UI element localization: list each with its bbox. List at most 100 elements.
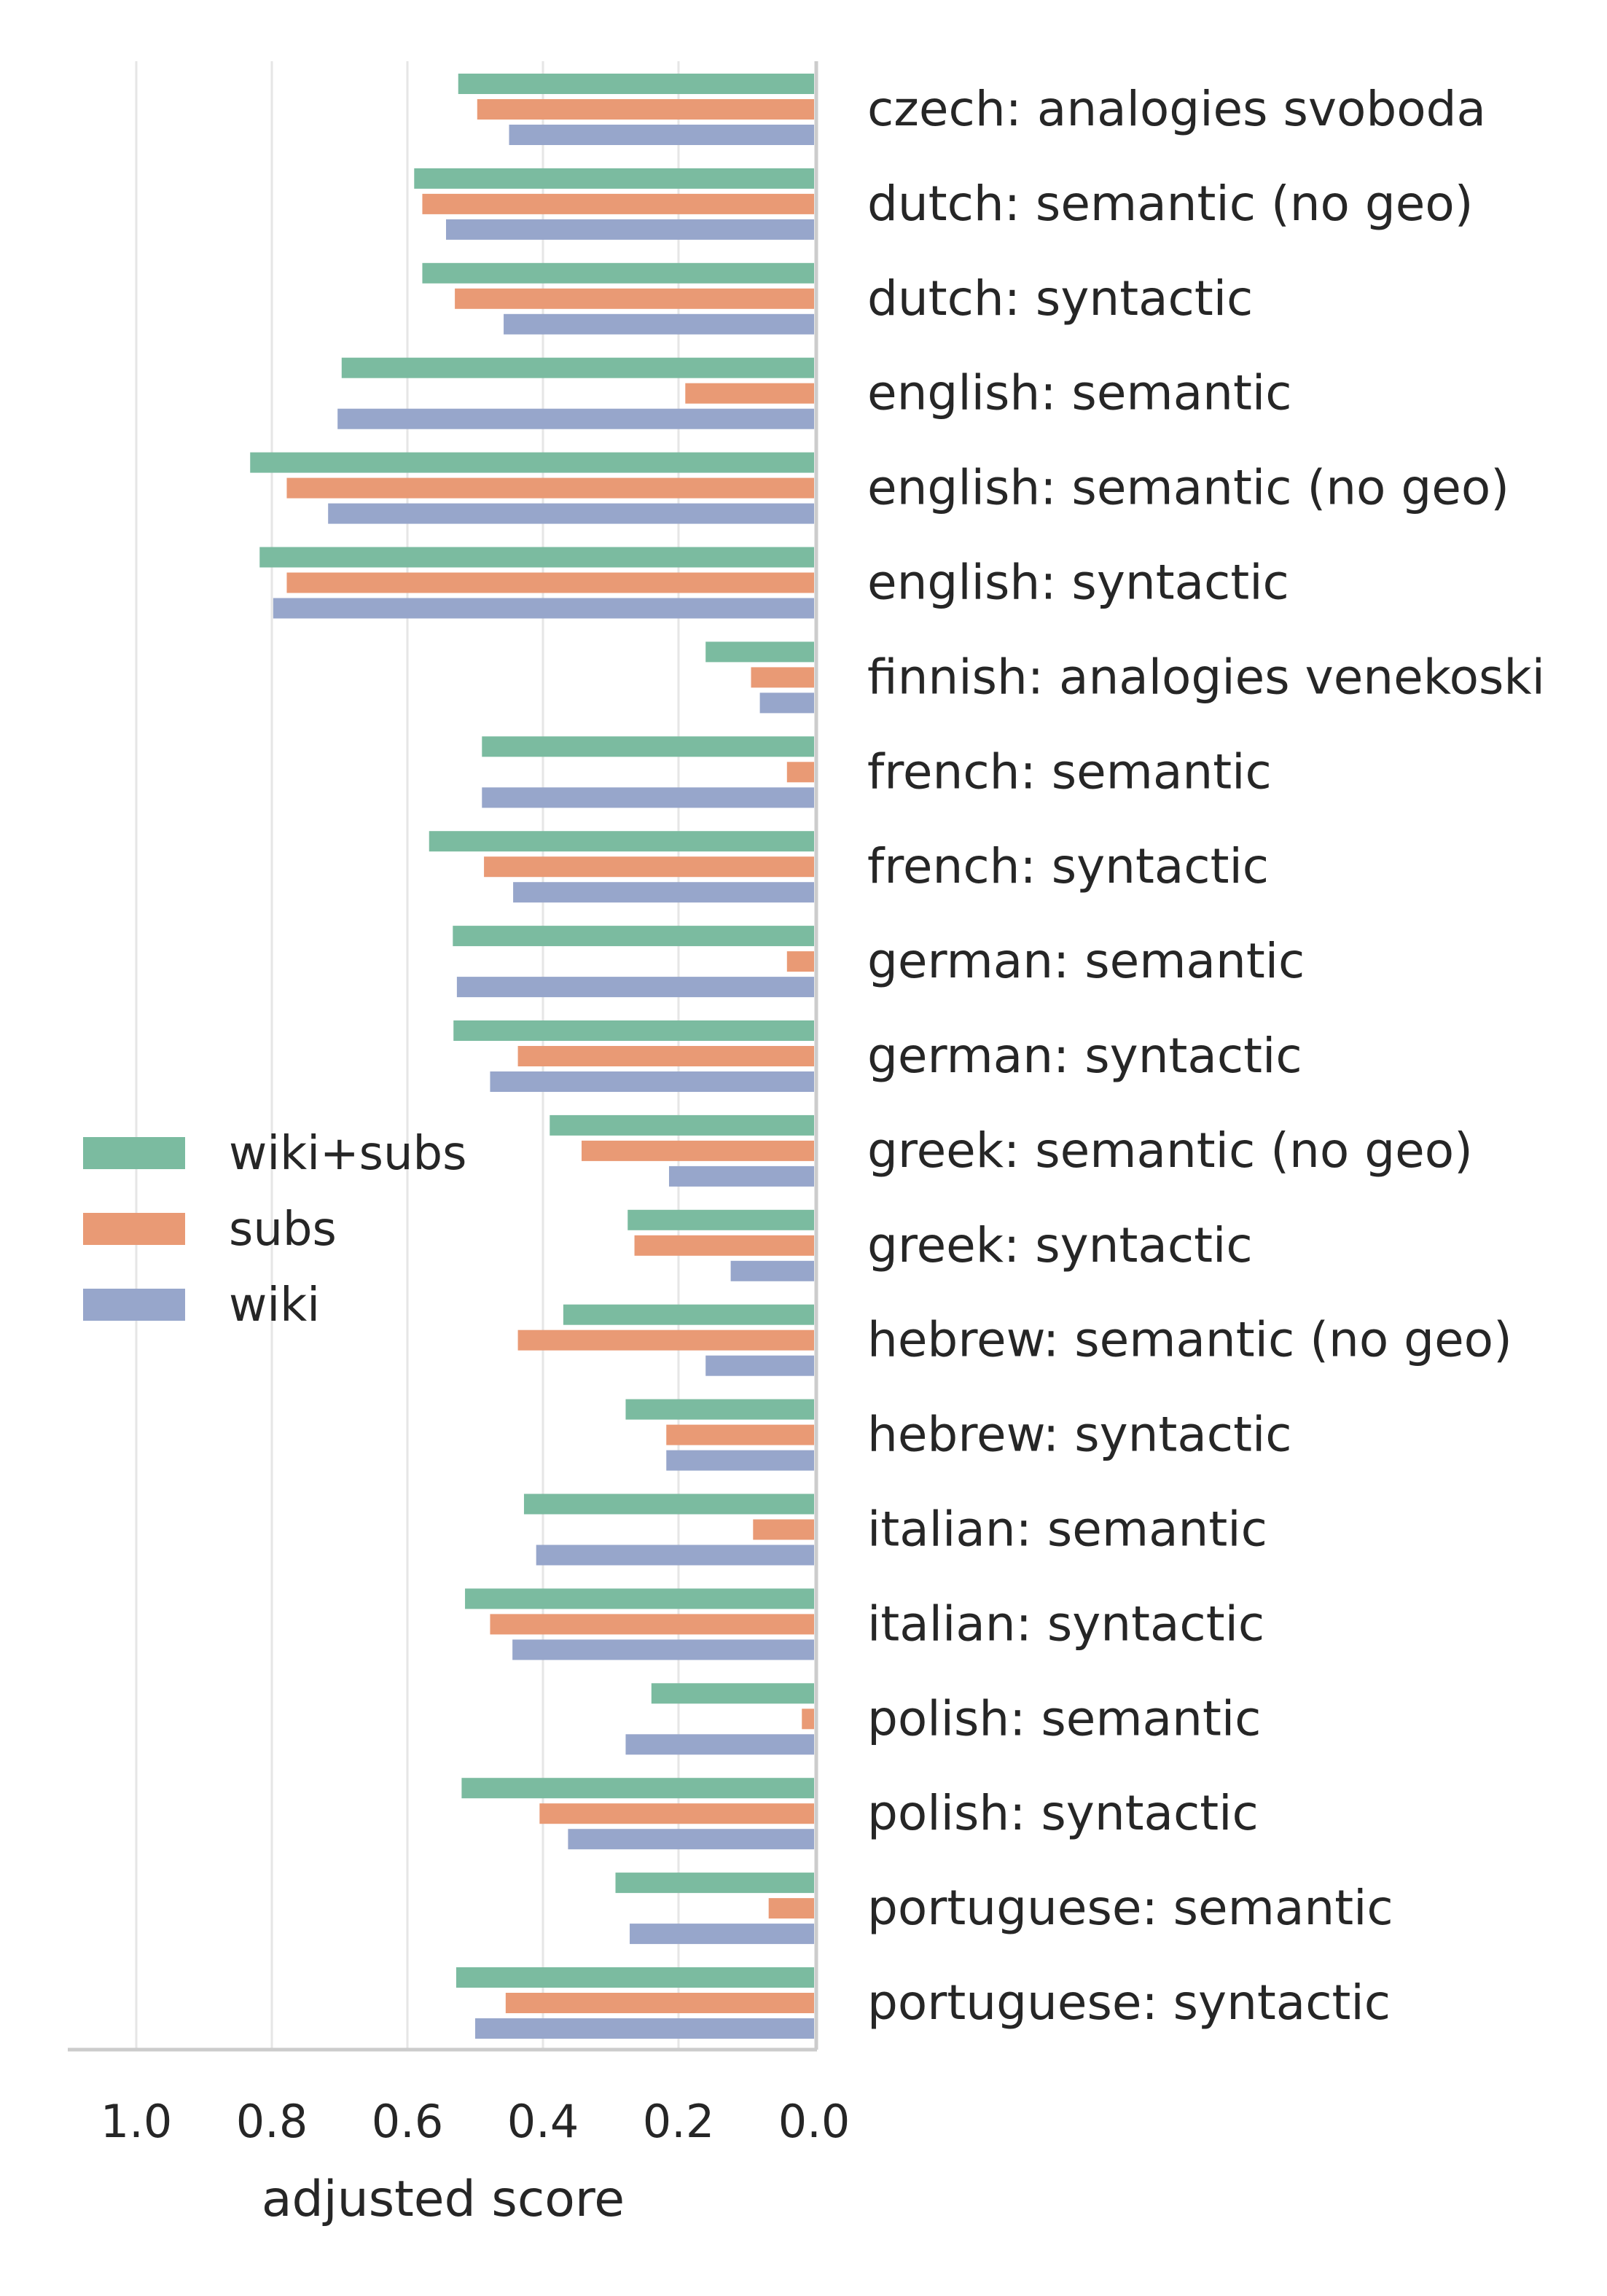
bar-wiki-english-syntactic	[273, 598, 814, 619]
category-label: dutch: semantic (no geo)	[867, 176, 1474, 232]
bar-wiki-portuguese-semantic	[630, 1924, 814, 1945]
legend-swatch-wiki	[83, 1289, 185, 1321]
bar-subs-czech-analogies-svoboda	[477, 99, 814, 120]
bar-wiki-subs-polish-syntactic	[461, 1778, 814, 1799]
bar-subs-finnish-analogies-venekoski	[751, 667, 814, 688]
bar-wiki-english-semantic-no-geo	[328, 503, 814, 524]
bar-subs-german-syntactic	[517, 1046, 814, 1066]
bar-subs-dutch-semantic-no-geo	[422, 193, 814, 214]
legend-label-wiki-subs: wiki+subs	[229, 1127, 466, 1181]
bar-subs-english-semantic	[685, 383, 814, 404]
category-label: czech: analogies svoboda	[867, 81, 1486, 137]
bar-subs-german-semantic	[786, 951, 814, 972]
category-label: french: syntactic	[867, 838, 1269, 894]
x-tick-label: 0.6	[372, 2095, 444, 2148]
bar-wiki-czech-analogies-svoboda	[509, 125, 814, 145]
category-label: english: semantic	[867, 365, 1292, 421]
bar-subs-english-semantic-no-geo	[286, 477, 815, 499]
category-label: italian: semantic	[867, 1502, 1267, 1558]
category-label: english: syntactic	[867, 555, 1289, 611]
category-label: finnish: analogies venekoski	[867, 649, 1545, 705]
bar-wiki-german-syntactic	[490, 1071, 814, 1092]
bar-subs-french-semantic	[786, 762, 814, 783]
bar-subs-dutch-syntactic	[455, 288, 814, 309]
bar-subs-italian-syntactic	[490, 1614, 814, 1635]
bar-wiki-english-semantic	[337, 408, 815, 429]
bar-wiki-italian-semantic	[536, 1545, 814, 1566]
bar-wiki-finnish-analogies-venekoski	[759, 692, 814, 714]
category-label: greek: semantic (no geo)	[867, 1122, 1473, 1179]
bar-wiki-subs-german-semantic	[453, 926, 814, 947]
category-label: english: semantic (no geo)	[867, 460, 1509, 516]
legend-label-subs: subs	[229, 1203, 337, 1257]
bar-wiki-subs-german-syntactic	[453, 1020, 814, 1041]
bar-wiki-subs-hebrew-syntactic	[625, 1399, 814, 1420]
category-label: hebrew: semantic (no geo)	[867, 1312, 1512, 1368]
bar-subs-portuguese-semantic	[768, 1898, 814, 1919]
legend-swatch-subs	[83, 1213, 185, 1245]
category-label: polish: semantic	[867, 1690, 1261, 1746]
legend-swatch-wiki-subs	[83, 1137, 185, 1169]
bar-wiki-greek-syntactic	[730, 1260, 814, 1281]
x-axis-title: adjusted score	[262, 2171, 625, 2228]
x-tick-label: 0.8	[236, 2095, 308, 2148]
bar-wiki-subs-portuguese-syntactic	[455, 1967, 814, 1988]
bar-wiki-subs-hebrew-semantic-no-geo	[563, 1304, 814, 1325]
bar-wiki-german-semantic	[456, 977, 814, 998]
category-label: greek: syntactic	[867, 1217, 1253, 1273]
bar-subs-greek-semantic-no-geo	[582, 1140, 814, 1161]
category-label: german: syntactic	[867, 1028, 1302, 1084]
bar-wiki-subs-finnish-analogies-venekoski	[705, 641, 814, 663]
bar-wiki-subs-greek-syntactic	[627, 1209, 814, 1230]
bars	[250, 74, 815, 2039]
bar-wiki-subs-english-syntactic	[259, 547, 814, 568]
category-labels: czech: analogies svoboda dutch: semantic …	[867, 81, 1545, 2031]
bar-subs-english-syntactic	[286, 572, 815, 593]
category-label: french: semantic	[867, 743, 1272, 800]
bar-subs-portuguese-syntactic	[505, 1993, 814, 2013]
bar-wiki-subs-polish-semantic	[651, 1683, 814, 1704]
bar-wiki-subs-portuguese-semantic	[615, 1873, 814, 1894]
bar-wiki-greek-semantic-no-geo	[668, 1165, 814, 1187]
category-label: portuguese: semantic	[867, 1880, 1393, 1936]
legend-label-wiki: wiki	[229, 1278, 320, 1332]
bar-wiki-hebrew-semantic-no-geo	[705, 1355, 814, 1376]
category-label: dutch: syntactic	[867, 270, 1253, 327]
x-tick-label: 0.0	[778, 2095, 851, 2148]
bar-wiki-subs-dutch-semantic-no-geo	[414, 168, 814, 189]
bar-wiki-polish-semantic	[625, 1734, 814, 1755]
bar-subs-hebrew-semantic-no-geo	[517, 1329, 814, 1351]
bar-wiki-subs-italian-semantic	[523, 1493, 814, 1515]
bar-subs-french-syntactic	[484, 856, 814, 878]
bar-wiki-subs-english-semantic	[341, 357, 814, 378]
bar-wiki-italian-syntactic	[512, 1639, 814, 1660]
bar-wiki-subs-dutch-syntactic	[422, 262, 814, 284]
bar-wiki-subs-english-semantic-no-geo	[250, 452, 814, 473]
bar-subs-hebrew-syntactic	[666, 1424, 814, 1445]
bar-subs-greek-syntactic	[634, 1235, 814, 1256]
bar-wiki-french-syntactic	[513, 882, 814, 903]
bar-wiki-dutch-syntactic	[504, 313, 814, 335]
bar-wiki-subs-czech-analogies-svoboda	[458, 74, 814, 94]
x-tick-label: 0.2	[643, 2095, 715, 2148]
bar-wiki-hebrew-syntactic	[666, 1450, 814, 1471]
bar-wiki-polish-syntactic	[568, 1829, 814, 1850]
x-tick-labels: 1.0 0.8 0.6 0.4 0.2 0.0	[101, 2095, 851, 2148]
bar-subs-italian-semantic	[753, 1519, 814, 1540]
category-label: portuguese: syntactic	[867, 1975, 1391, 2031]
legend: wiki+subs subs wiki	[83, 1127, 466, 1332]
axes	[68, 61, 818, 2052]
category-label: italian: syntactic	[867, 1596, 1264, 1652]
bar-wiki-subs-greek-semantic-no-geo	[550, 1114, 814, 1136]
bar-wiki-dutch-semantic-no-geo	[446, 219, 814, 240]
x-tick-label: 1.0	[101, 2095, 173, 2148]
bar-wiki-subs-french-syntactic	[429, 831, 814, 852]
category-label: hebrew: syntactic	[867, 1407, 1292, 1463]
bar-wiki-portuguese-syntactic	[475, 2018, 814, 2039]
bar-wiki-subs-italian-syntactic	[465, 1588, 814, 1609]
category-label: polish: syntactic	[867, 1785, 1259, 1841]
bar-subs-polish-syntactic	[539, 1803, 814, 1824]
category-label: german: semantic	[867, 933, 1305, 989]
bar-wiki-french-semantic	[482, 787, 814, 808]
